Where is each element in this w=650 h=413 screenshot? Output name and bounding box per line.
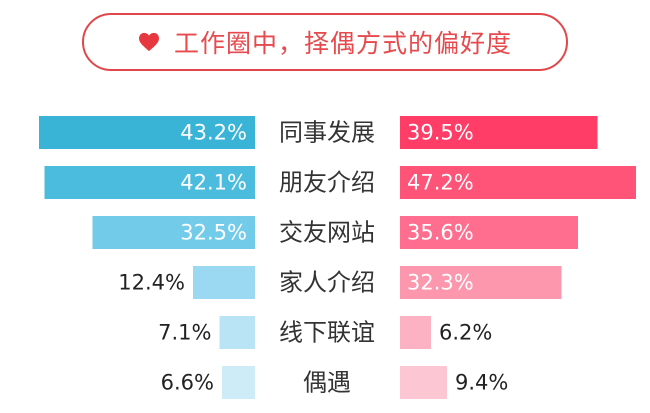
left-bar-label: 7.1% (158, 321, 211, 345)
category-label: 同事发展 (279, 119, 375, 147)
heart-icon (138, 32, 159, 52)
right-bar (400, 166, 636, 199)
right-bar-label: 32.3% (407, 271, 474, 295)
left-bar-label: 43.2% (180, 121, 247, 145)
right-bar-label: 47.2% (407, 171, 474, 195)
left-bar-label: 32.5% (180, 221, 247, 245)
category-label: 偶遇 (303, 369, 351, 397)
right-bar (400, 366, 447, 399)
left-bar (39, 116, 255, 149)
left-bar-label: 42.1% (180, 171, 247, 195)
right-bar (400, 266, 562, 299)
right-bar (400, 316, 431, 349)
right-bar-label: 9.4% (455, 371, 508, 395)
category-label: 交友网站 (279, 219, 375, 247)
right-bar-label: 35.6% (407, 221, 474, 245)
category-label: 家人介绍 (279, 269, 375, 297)
chart-title: 工作圈中，择偶方式的偏好度 (173, 29, 512, 58)
right-bar (400, 116, 598, 149)
chart-title-box: 工作圈中，择偶方式的偏好度 (82, 13, 568, 71)
category-label: 线下联谊 (279, 319, 375, 347)
left-bar (222, 366, 255, 399)
right-bar-label: 6.2% (439, 321, 492, 345)
right-bar-label: 39.5% (407, 121, 474, 145)
category-label: 朋友介绍 (279, 169, 375, 197)
right-bar (400, 216, 578, 249)
left-bar (193, 266, 255, 299)
left-bar (44, 166, 255, 199)
left-bar-label: 12.4% (118, 271, 185, 295)
left-bar (92, 216, 255, 249)
left-bar (219, 316, 255, 349)
left-bar-label: 6.6% (161, 371, 214, 395)
